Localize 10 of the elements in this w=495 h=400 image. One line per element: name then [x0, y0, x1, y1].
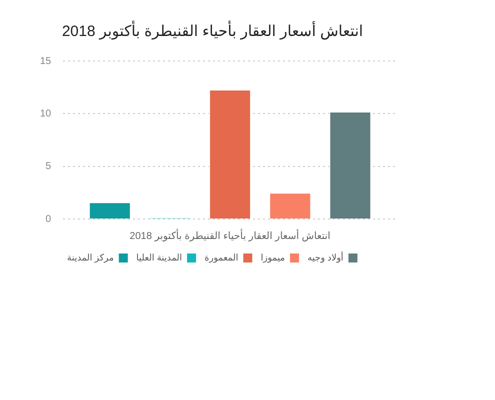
y-tick-label: 10 — [40, 108, 52, 120]
legend-label: المدينة العليا — [136, 252, 182, 262]
y-tick-label: 15 — [40, 56, 52, 67]
legend-label: ميموزا — [260, 252, 286, 264]
legend-label: مركز المدينة — [67, 252, 114, 264]
chart-title: انتعاش أسعار العقار بأحياء القنيطرة بأكتوبر 2018 — [62, 20, 364, 40]
legend-label: أولاد وجيه — [307, 251, 344, 264]
legend-label: المعمورة — [204, 252, 238, 264]
y-tick-label: 0 — [46, 214, 52, 225]
y-tick-label: 5 — [46, 161, 52, 172]
